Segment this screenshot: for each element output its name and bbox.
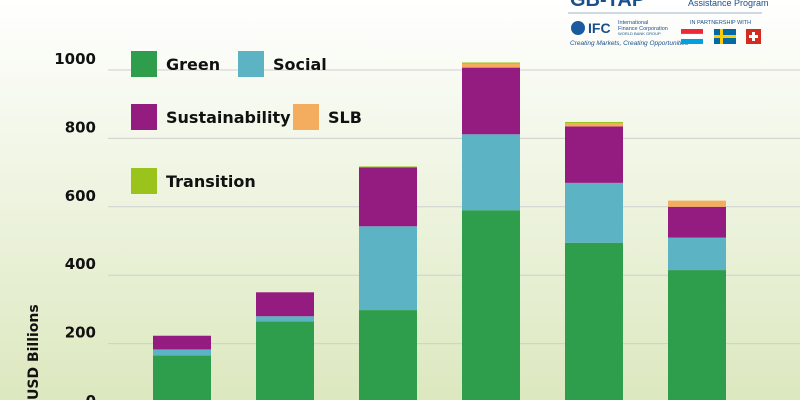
- y-tick-label: 200: [65, 324, 96, 342]
- ifc-name-line1: International: [618, 20, 648, 26]
- partnership-label: IN PARTNERSHIP WITH: [690, 20, 751, 26]
- bar-segment-social: [153, 349, 211, 356]
- bar-segment-sustainability: [565, 126, 623, 183]
- bar-segment-green: [565, 242, 623, 400]
- ifc-group-label: WORLD BANK GROUP: [618, 31, 661, 36]
- y-tick-label: 400: [65, 255, 96, 273]
- sweden-flag-icon: [714, 29, 736, 44]
- bar-segment-transition: [565, 121, 623, 124]
- bar-segment-green: [462, 210, 520, 400]
- bar-segment-transition: [359, 166, 417, 168]
- legend-entry-slb: SLB: [293, 104, 362, 130]
- legend-entry-sustainability: Sustainability: [131, 104, 291, 130]
- legend-swatch: [293, 104, 319, 130]
- bar-segment-slb: [668, 200, 726, 207]
- bar-stack: [153, 335, 211, 400]
- bar-segment-green: [153, 355, 211, 400]
- y-tick-labels: 0 200 400 600 800 1000: [54, 50, 96, 400]
- bar-segment-sustainability: [256, 292, 314, 317]
- ifc-name-line2: Finance Corporation: [618, 26, 668, 32]
- y-tick-label: 1000: [54, 50, 96, 68]
- bar-segment-social: [359, 226, 417, 311]
- legend-swatch: [238, 51, 264, 77]
- bar-segment-sustainability: [462, 67, 520, 135]
- bar-segment-sustainability: [668, 206, 726, 238]
- bar-stack: [565, 121, 623, 400]
- bar-segment-social: [565, 182, 623, 243]
- bar-stack: [668, 200, 726, 400]
- y-axis-label: USD Billions: [26, 304, 42, 400]
- legend-label: Green: [166, 55, 220, 74]
- bar-stack: [256, 292, 314, 400]
- bar-segment-transition: [462, 62, 520, 64]
- bar-segment-social: [256, 316, 314, 322]
- legend-label: Social: [273, 55, 327, 74]
- legend-swatch: [131, 51, 157, 77]
- legend-swatch: [131, 104, 157, 130]
- legend-swatch: [131, 168, 157, 194]
- bar-segment-green: [668, 270, 726, 400]
- bar-segment-sustainability: [153, 335, 211, 350]
- y-tick-label: 0: [86, 392, 96, 400]
- program-name-text: Assistance Program: [688, 0, 769, 8]
- bar-segment-social: [462, 134, 520, 211]
- ifc-globe-icon: [571, 21, 585, 35]
- bars: [153, 62, 726, 400]
- bar-stack: [462, 62, 520, 400]
- bar-segment-slb: [462, 63, 520, 68]
- bar-stack: [359, 166, 417, 400]
- legend-entry-green: Green: [131, 51, 220, 77]
- legend-label: Sustainability: [166, 108, 291, 127]
- y-tick-label: 600: [65, 187, 96, 205]
- legend-label: SLB: [328, 108, 362, 127]
- bar-segment-slb: [565, 123, 623, 127]
- legend: Green Social Sustainability SLB Transition: [131, 51, 362, 194]
- bar-segment-sustainability: [359, 167, 417, 227]
- bar-segment-green: [256, 321, 314, 400]
- bar-segment-green: [359, 310, 417, 400]
- legend-entry-transition: Transition: [131, 168, 256, 194]
- switzerland-flag-icon: [746, 29, 761, 44]
- bar-segment-social: [668, 237, 726, 271]
- ifc-logo-label: IFC: [588, 20, 611, 36]
- y-tick-label: 800: [65, 118, 96, 136]
- luxembourg-flag-icon: [680, 29, 704, 44]
- legend-entry-social: Social: [238, 51, 327, 77]
- legend-label: Transition: [166, 172, 256, 191]
- ifc-tagline: Creating Markets, Creating Opportunities: [570, 40, 689, 47]
- header-logos: GB-TAP Assistance Program IFC Internatio…: [568, 0, 769, 47]
- program-logo-text: GB-TAP: [570, 0, 645, 11]
